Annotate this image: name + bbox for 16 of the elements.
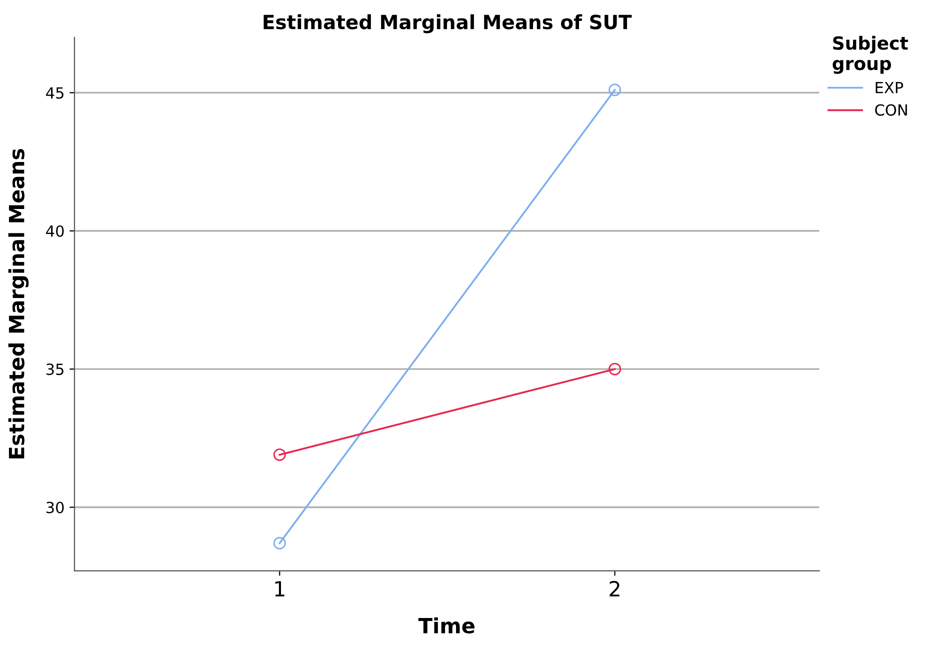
y-tick-label: 40 — [46, 225, 64, 237]
legend-label: EXP — [876, 82, 904, 94]
x-axis-title: Time — [418, 617, 474, 634]
legend-label: CON — [875, 104, 907, 116]
point — [273, 448, 286, 461]
point — [273, 536, 286, 550]
point — [608, 362, 622, 376]
y-axis-title: Estimated Marginal Means — [8, 148, 29, 458]
x-tick-label: 2 — [610, 580, 620, 596]
point — [608, 84, 622, 96]
y-tick-label: 35 — [46, 364, 64, 376]
x-tick-label: 1 — [275, 581, 284, 596]
y-tick-label: 30 — [46, 502, 64, 514]
y-tick-label: 45 — [46, 87, 64, 99]
chart-title: Estimated Marginal Means of SUT — [264, 14, 632, 34]
legend-title: Subject group — [832, 36, 908, 74]
